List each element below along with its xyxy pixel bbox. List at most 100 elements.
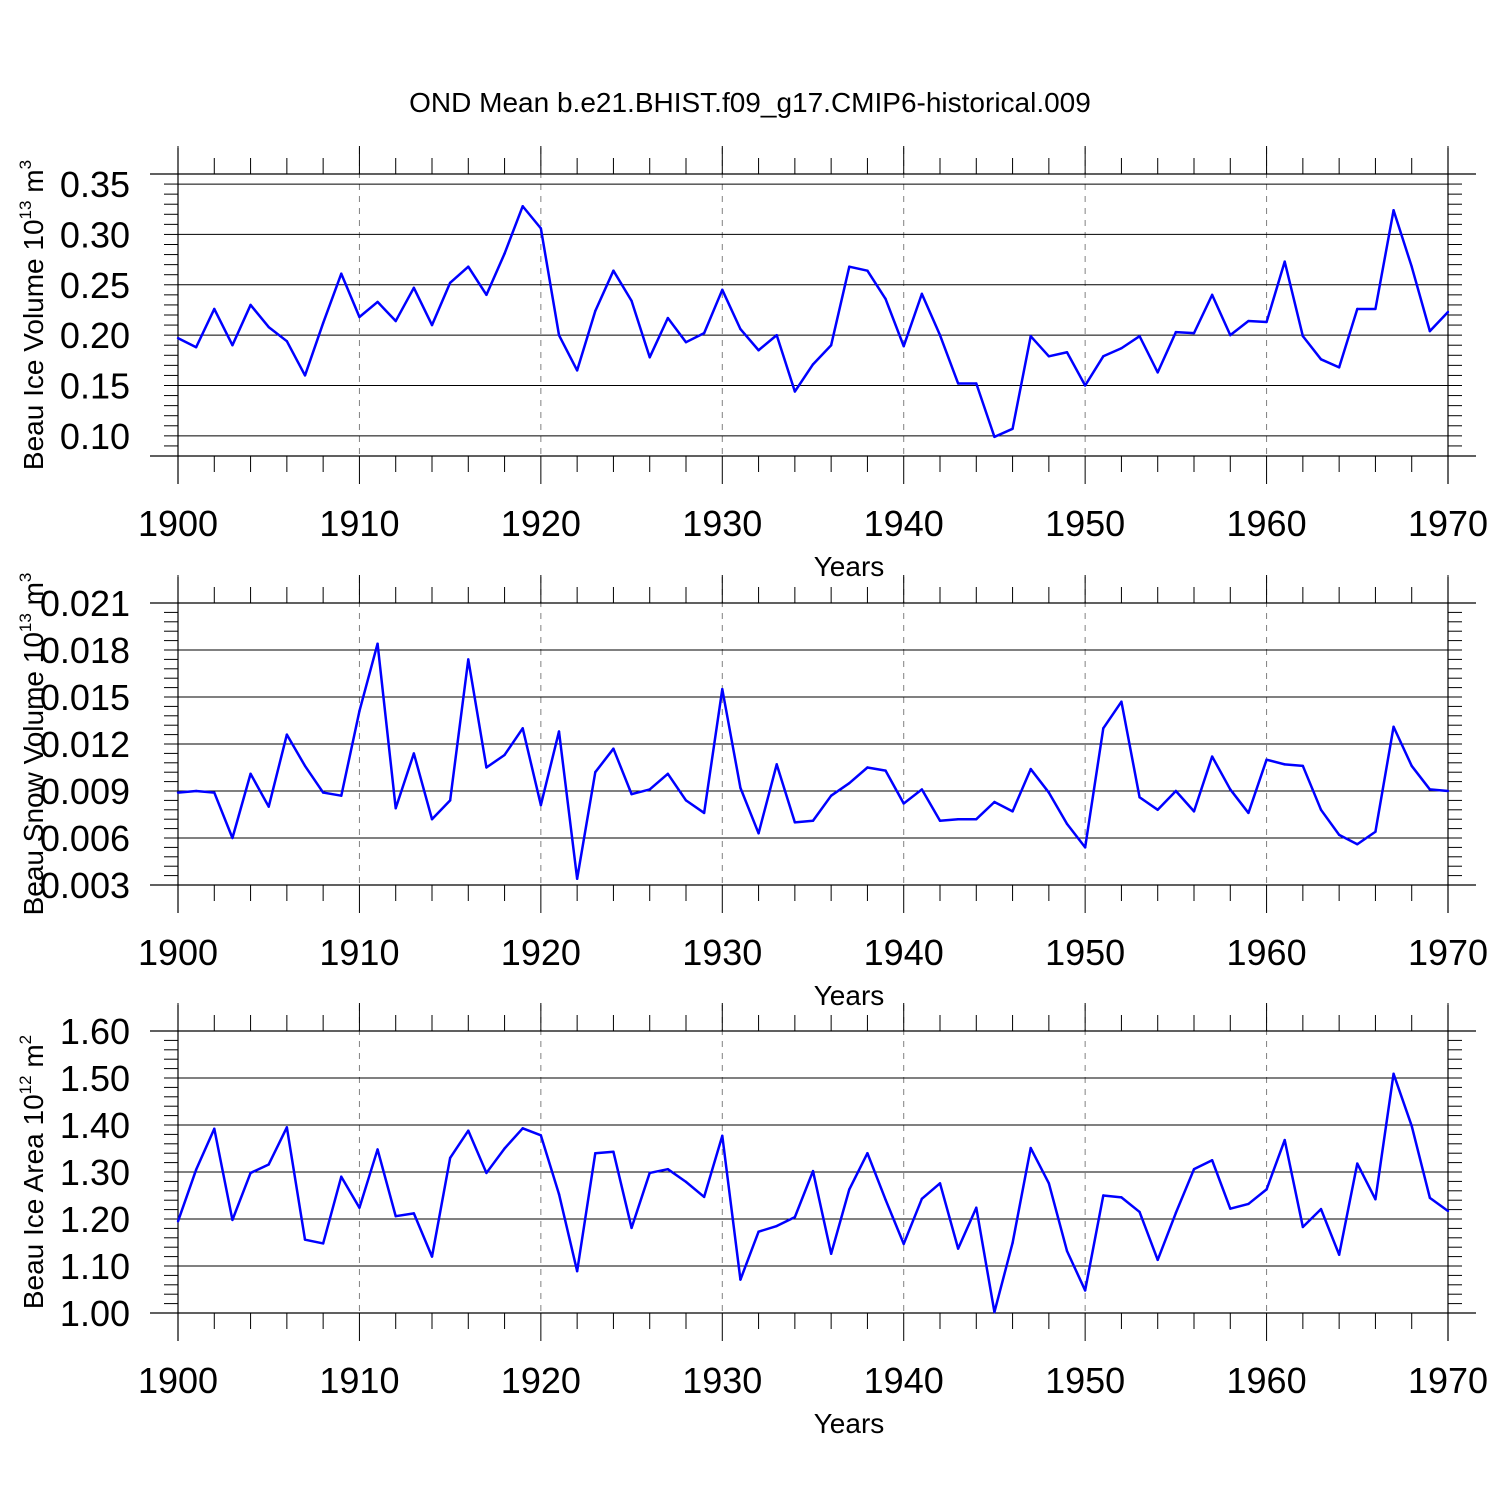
data-point — [521, 1127, 524, 1130]
data-point — [1319, 358, 1323, 361]
data-point — [666, 772, 670, 775]
data-point — [376, 1148, 379, 1151]
data-point — [811, 363, 815, 366]
x-tick-label: 1910 — [319, 1360, 399, 1401]
data-point — [1265, 1188, 1268, 1191]
data-point — [1174, 330, 1178, 334]
data-point — [920, 1197, 924, 1200]
data-point — [666, 316, 670, 320]
x-tick-label: 1920 — [501, 932, 581, 973]
data-point — [321, 791, 325, 794]
y-axis-title-part: m — [18, 1044, 49, 1075]
data-point — [1192, 810, 1196, 813]
data-point — [194, 1168, 198, 1171]
data-point — [1065, 351, 1069, 354]
x-tick-label: 1940 — [864, 932, 944, 973]
y-tick-label: 0.006 — [40, 818, 130, 859]
y-tick-label: 1.50 — [60, 1058, 130, 1099]
data-point — [993, 1310, 996, 1314]
data-point — [739, 1278, 742, 1281]
data-point — [902, 802, 905, 805]
data-point — [231, 836, 234, 840]
data-point — [503, 1147, 506, 1150]
data-point — [975, 1206, 978, 1209]
data-point — [557, 1192, 561, 1196]
data-point — [376, 300, 379, 304]
data-point — [1083, 1289, 1087, 1292]
data-point — [358, 1206, 361, 1209]
data-point — [811, 1169, 815, 1173]
y-tick-label: 1.30 — [60, 1152, 130, 1193]
data-point — [1029, 767, 1032, 771]
y-axis-title: Beau Ice Volume 1013 m3 — [16, 160, 49, 470]
data-point — [1374, 307, 1377, 311]
x-tick-label: 1960 — [1227, 932, 1307, 973]
data-point — [1029, 334, 1032, 338]
data-point — [1138, 1210, 1141, 1214]
x-tick-label: 1960 — [1227, 503, 1307, 544]
data-point — [1047, 355, 1051, 358]
series-line-ice-area — [176, 1072, 1449, 1314]
y-axis-title-superscript: 12 — [16, 1075, 35, 1094]
data-point — [448, 1156, 452, 1160]
data-point — [775, 1224, 778, 1228]
data-point — [956, 382, 960, 385]
data-point — [321, 321, 325, 325]
x-tick-label: 1930 — [682, 503, 762, 544]
data-point — [285, 733, 289, 736]
data-point — [303, 764, 307, 768]
data-point — [1446, 310, 1450, 314]
data-point — [975, 382, 978, 385]
data-point — [1083, 846, 1087, 849]
data-point — [376, 642, 379, 645]
data-point — [1156, 808, 1159, 811]
y-tick-label: 0.15 — [60, 366, 130, 407]
data-point — [702, 811, 706, 815]
data-point — [811, 819, 815, 822]
data-point — [1247, 811, 1250, 815]
data-point — [1047, 1182, 1051, 1185]
data-point — [303, 1238, 307, 1241]
y-tick-label: 0.009 — [40, 771, 130, 812]
data-point — [1247, 1202, 1250, 1206]
data-point — [1011, 1241, 1014, 1245]
data-point — [249, 303, 252, 307]
data-point — [1283, 763, 1286, 766]
data-point — [684, 799, 688, 802]
x-tick-label: 1900 — [138, 1360, 218, 1401]
data-point — [1156, 1258, 1159, 1262]
data-point — [1265, 758, 1268, 761]
x-tick-label: 1970 — [1408, 932, 1488, 973]
data-point — [1392, 209, 1395, 212]
data-point — [176, 791, 180, 794]
data-point — [485, 1171, 488, 1175]
data-point — [412, 752, 416, 755]
data-point — [793, 1215, 797, 1219]
data-point — [412, 286, 416, 290]
data-point — [1374, 1198, 1377, 1201]
data-point — [1283, 260, 1286, 263]
data-point — [594, 1152, 597, 1155]
data-point — [775, 333, 778, 337]
data-point — [612, 269, 615, 272]
data-point — [394, 807, 397, 810]
data-point — [1301, 1225, 1305, 1229]
data-point — [575, 369, 579, 372]
y-axis-title-part: m — [18, 169, 49, 200]
series-line-snow-volume — [177, 642, 1449, 880]
data-point — [176, 1220, 180, 1223]
data-point — [1283, 1138, 1286, 1142]
data-point — [594, 309, 597, 313]
data-point — [1065, 1249, 1069, 1253]
data-point — [1083, 384, 1087, 387]
data-point — [684, 1180, 688, 1184]
y-axis-title-part: m — [18, 582, 49, 613]
data-point — [249, 1171, 252, 1175]
data-point — [1428, 1196, 1432, 1200]
data-point — [829, 794, 833, 797]
data-point — [231, 1218, 234, 1222]
data-point — [920, 292, 924, 296]
data-point — [448, 799, 452, 802]
data-point — [1229, 1207, 1232, 1210]
y-axis-title-superscript: 13 — [16, 613, 35, 632]
